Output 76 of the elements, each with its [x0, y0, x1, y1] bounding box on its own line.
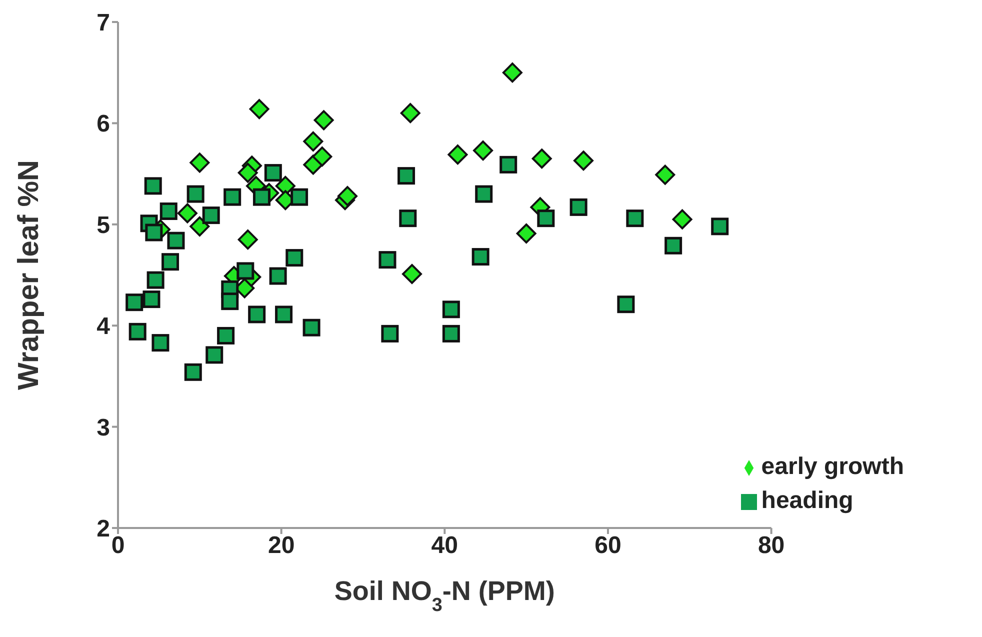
- point: [302, 318, 320, 336]
- point: [398, 167, 416, 185]
- point: [378, 251, 396, 269]
- point: [337, 186, 358, 206]
- x-tick-label: 60: [594, 532, 622, 560]
- point: [264, 164, 282, 182]
- point: [190, 216, 210, 236]
- x-tick-label: 0: [111, 532, 125, 560]
- point: [290, 188, 308, 206]
- point: [500, 156, 518, 174]
- x-tick-label: 80: [758, 532, 785, 560]
- point: [142, 290, 160, 308]
- y-tick-label: 2: [96, 516, 110, 543]
- point: [206, 346, 224, 364]
- point: [711, 218, 729, 236]
- y-tick-label: 6: [96, 110, 110, 138]
- point: [249, 99, 270, 120]
- point: [221, 292, 239, 310]
- y-tick-label: 7: [96, 10, 110, 37]
- point: [516, 224, 536, 244]
- point: [617, 296, 635, 314]
- point: [252, 188, 270, 206]
- point: [442, 324, 460, 342]
- point: [190, 152, 210, 173]
- point: [400, 103, 420, 124]
- point: [217, 326, 235, 344]
- point: [126, 294, 144, 312]
- point: [472, 248, 490, 266]
- point: [664, 236, 682, 254]
- point: [236, 262, 254, 280]
- point: [312, 146, 332, 167]
- point: [269, 267, 287, 285]
- point: [502, 62, 522, 83]
- point: [532, 148, 552, 169]
- point: [570, 198, 588, 216]
- point: [186, 185, 204, 203]
- point: [152, 334, 170, 352]
- point: [399, 210, 417, 228]
- y-axis-title: Wrapper leaf %N: [13, 160, 45, 390]
- point: [573, 150, 594, 171]
- point: [184, 363, 202, 381]
- point: [238, 230, 258, 250]
- point: [314, 110, 334, 130]
- point: [162, 253, 180, 271]
- legend-label: heading: [761, 487, 854, 514]
- y-tick-label: 5: [96, 212, 110, 239]
- legend-label: early growth: [761, 453, 904, 480]
- point: [275, 306, 293, 324]
- x-tick-label: 20: [268, 532, 295, 560]
- point: [475, 185, 493, 203]
- point: [128, 322, 146, 340]
- point: [402, 264, 422, 284]
- point: [224, 188, 242, 206]
- point: [473, 140, 494, 161]
- point: [238, 162, 258, 183]
- point: [303, 131, 324, 152]
- point: [146, 271, 164, 289]
- point: [248, 306, 266, 324]
- point: [442, 300, 460, 318]
- point: [381, 324, 399, 342]
- point: [655, 164, 676, 185]
- y-tick-label: 4: [96, 313, 111, 340]
- point: [167, 232, 185, 250]
- point: [626, 210, 644, 228]
- point: [145, 224, 163, 242]
- y-tick-label: 3: [96, 414, 110, 442]
- x-tick-label: 40: [431, 532, 458, 560]
- point: [537, 210, 555, 228]
- x-axis-title: Soil NO$_{3}$-N (PPM): [334, 576, 555, 616]
- point: [202, 206, 220, 224]
- point: [160, 202, 178, 220]
- point: [672, 209, 692, 230]
- point: [177, 203, 198, 224]
- point: [144, 177, 162, 195]
- point: [286, 249, 304, 267]
- point: [448, 144, 468, 165]
